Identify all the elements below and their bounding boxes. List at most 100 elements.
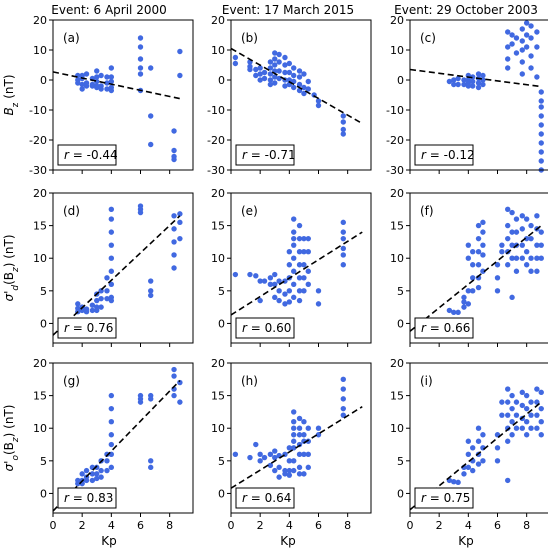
panel-f-point: [513, 255, 520, 261]
panel-f-point: [528, 222, 534, 229]
panel-e-point: [276, 288, 282, 294]
panel-h-point: [272, 467, 278, 474]
panel-e-point: [296, 222, 303, 229]
panel-i-frame: [409, 362, 548, 514]
panel-a-point: [148, 65, 154, 71]
panel-d: 0 5 10 15 20 (d) r = 0.76: [33, 187, 194, 347]
y-axis-label-row2-sub2: z: [11, 267, 21, 273]
panel-b-y-tick-label: -30: [207, 164, 225, 177]
panel-h-point: [267, 451, 274, 457]
y-axis-label-row1-sub: z: [11, 102, 21, 107]
column-title-1: Event: 6 April 2000: [51, 3, 166, 17]
panel-g-point: [89, 471, 96, 477]
panel-b-point: [282, 83, 288, 89]
panel-g-point: [148, 458, 154, 464]
panel-h-point: [291, 458, 297, 464]
panel-h-point: [340, 412, 346, 418]
panel-f-point: [519, 213, 525, 219]
panel-g-point: [108, 441, 115, 448]
panel-e-point: [301, 275, 307, 281]
panel-b-point: [267, 81, 274, 88]
panel-h-point: [315, 425, 322, 431]
panel-a-y-tick-label: -20: [29, 134, 47, 147]
panel-c-point: [523, 20, 530, 26]
panel-i-point: [509, 392, 515, 399]
panel-i-point: [505, 425, 511, 431]
panel-g-r-symbol: r: [64, 491, 70, 505]
panel-c-y-tick-label: 10: [390, 44, 404, 57]
panel-b-point: [272, 50, 278, 56]
panel-a-point: [89, 83, 96, 89]
panel-f-point: [519, 255, 525, 261]
panel-c-point: [470, 78, 476, 85]
panel-c-point: [470, 74, 476, 80]
panel-d-point: [104, 295, 110, 302]
panel-c-r-value: = -0.12: [426, 148, 475, 162]
panel-c-point: [446, 78, 453, 85]
panel-c-point: [538, 104, 544, 110]
panel-h-y-tick-label: 0: [218, 487, 225, 500]
panel-i-point: [538, 405, 544, 412]
panel-e-point: [247, 271, 253, 278]
panel-h-y-tick-label: 20: [211, 357, 225, 370]
panel-b-letter: (b): [241, 31, 258, 45]
panel-i-point: [528, 425, 534, 431]
panel-i-point: [519, 402, 525, 409]
panel-f-fit-line: [409, 224, 542, 332]
panel-g-point: [75, 480, 81, 487]
panel-a-point: [94, 84, 100, 91]
panel-a-point: [104, 86, 110, 92]
panel-b-point: [257, 65, 263, 71]
panel-h-point: [296, 451, 303, 457]
panel-g-point: [171, 366, 177, 373]
panel-g-x-tick-label: 4: [108, 519, 115, 532]
panel-f: 0 5 10 15 20 (f) r = 0.66: [390, 187, 548, 347]
panel-c-point: [528, 35, 534, 41]
panel-e-point: [340, 229, 346, 235]
panel-c-point: [505, 29, 511, 35]
panel-e-y-tick-label: 20: [211, 187, 225, 200]
panel-h-point: [340, 386, 346, 392]
panel-c-r-box: [414, 144, 474, 166]
panel-e-r-value: = 0.60: [247, 321, 291, 335]
panel-e-point: [286, 299, 293, 305]
panel-f-point: [538, 255, 544, 261]
panel-i-y-tick-label: 20: [390, 357, 404, 370]
panel-b-point: [257, 71, 263, 77]
panel-h-point: [291, 467, 297, 474]
panel-f-point: [475, 235, 482, 242]
panel-f-point: [494, 262, 501, 268]
panel-e-point: [301, 262, 307, 268]
panel-b-point: [267, 59, 274, 65]
panel-h: 0 2 4 6 8 0 5 10 15 20 (h) r = 0.64: [211, 357, 372, 532]
column-title-2: Event: 17 March 2015: [222, 3, 354, 17]
panel-g-point: [108, 405, 115, 412]
panel-f-point: [494, 288, 501, 294]
panel-c-letter: (c): [420, 31, 436, 45]
panel-d-point: [75, 301, 81, 307]
panel-e-point: [286, 262, 293, 268]
panel-i-point: [534, 386, 540, 392]
panel-a-point: [104, 74, 110, 80]
panel-g-x-tick-label: 2: [79, 519, 86, 532]
panel-c-point: [475, 71, 482, 77]
panel-e-y-tick-label: 5: [218, 285, 225, 298]
panel-f-point: [509, 209, 515, 216]
panel-c-point: [519, 38, 525, 44]
panel-c-point: [523, 32, 530, 38]
panel-b-point: [340, 119, 346, 125]
panel-b-point: [286, 77, 293, 83]
panel-d-fit-line: [52, 215, 181, 336]
panel-f-point: [534, 255, 540, 261]
panel-c-point: [455, 75, 461, 82]
panel-h-r-value: = 0.64: [247, 491, 291, 505]
panel-e-point: [267, 281, 274, 287]
panel-e-point: [286, 249, 293, 255]
panel-h-point: [305, 438, 311, 444]
panel-a-point: [137, 35, 144, 41]
panel-f-r-label: r = 0.66: [421, 321, 470, 335]
panel-f-point: [505, 222, 511, 229]
panel-b-point: [296, 81, 303, 88]
panel-d-point: [148, 288, 154, 294]
panel-d-point: [148, 292, 154, 299]
